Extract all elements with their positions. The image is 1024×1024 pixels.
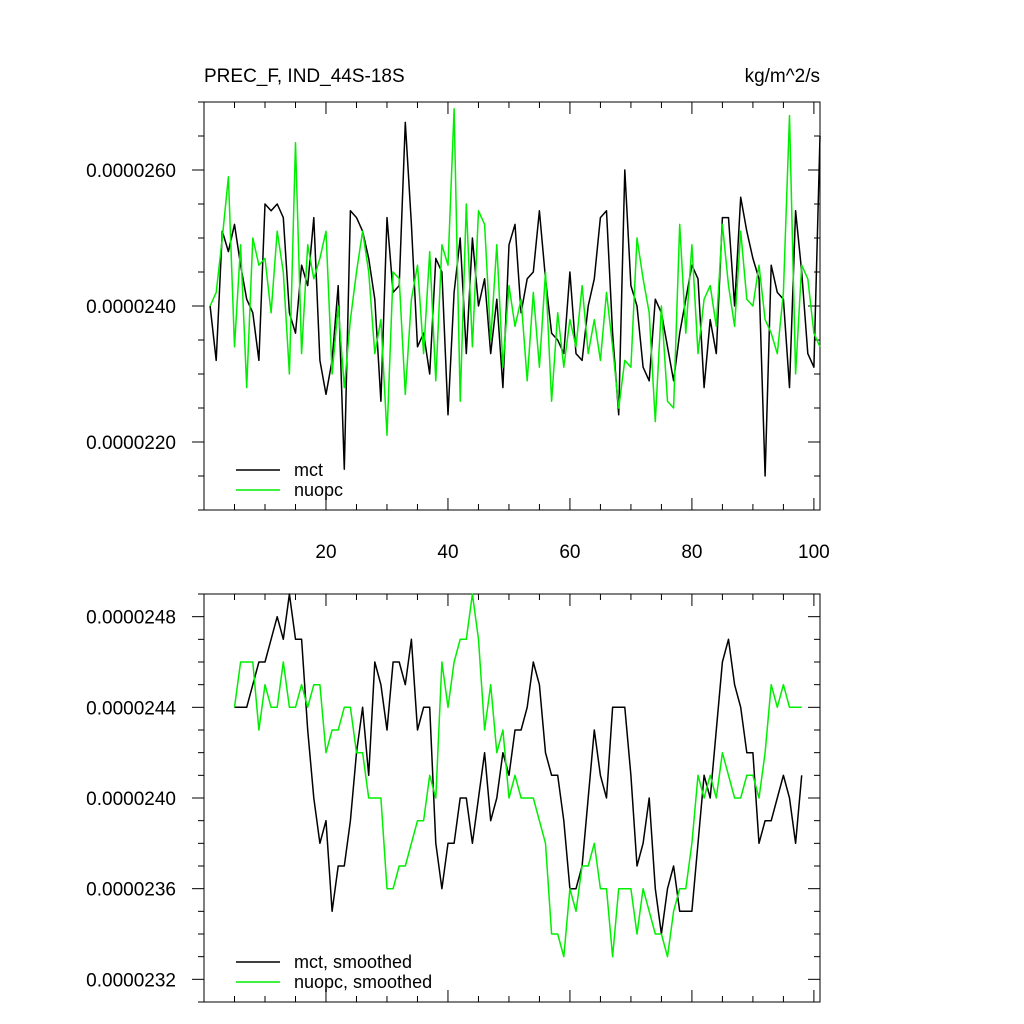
bottom-series-mct-smoothed	[234, 593, 803, 935]
top-tick-labels: 20 40 60 80 100 0.0000220 0.0000240 0.0000260	[86, 161, 830, 563]
top-x-tick-label: 60	[559, 542, 580, 563]
top-x-tick-label: 80	[681, 542, 702, 563]
bottom-y-tick-label: 0.0000248	[86, 608, 176, 629]
bottom-tick-labels: 0.0000232 0.0000236 0.0000240 0.0000244 0.00…	[86, 608, 176, 992]
legend-label-nuopc-smoothed: nuopc, smoothed	[294, 972, 432, 992]
top-x-tick-label: 20	[315, 542, 336, 563]
top-series-mct	[209, 121, 821, 477]
top-y-tick-label: 0.0000240	[86, 297, 176, 318]
bottom-panel: 0.0000232 0.0000236 0.0000240 0.0000244 0.00…	[86, 593, 821, 1003]
bottom-series-nuopc-smoothed	[233, 593, 802, 958]
top-panel-units: kg/m^2/s	[745, 66, 820, 87]
top-tick-marks	[192, 101, 820, 511]
legend-label-mct-smoothed: mct, smoothed	[294, 952, 412, 972]
top-x-tick-label: 100	[798, 542, 830, 563]
top-y-tick-label: 0.0000220	[86, 433, 176, 454]
legend-label-nuopc: nuopc	[294, 480, 343, 500]
bottom-y-tick-label: 0.0000232	[86, 970, 176, 991]
top-series-nuopc	[209, 108, 821, 436]
bottom-tick-marks	[192, 593, 820, 1003]
bottom-legend: mct, smoothed nuopc, smoothed	[236, 952, 432, 992]
bottom-plot-frame	[203, 593, 821, 1003]
top-legend: mct nuopc	[236, 460, 343, 500]
top-y-tick-label: 0.0000260	[86, 161, 176, 182]
bottom-y-tick-label: 0.0000236	[86, 880, 176, 901]
bottom-y-tick-label: 0.0000244	[86, 698, 176, 719]
bottom-series-lines	[233, 593, 803, 958]
bottom-y-tick-label: 0.0000240	[86, 789, 176, 810]
top-x-tick-label: 40	[437, 542, 458, 563]
legend-label-mct: mct	[294, 460, 323, 480]
top-panel-title: PREC_F, IND_44S-18S	[204, 66, 405, 87]
top-panel: PREC_F, IND_44S-18S kg/m^2/s 20 40 60 80 100…	[86, 66, 830, 563]
top-series-lines	[209, 108, 821, 477]
